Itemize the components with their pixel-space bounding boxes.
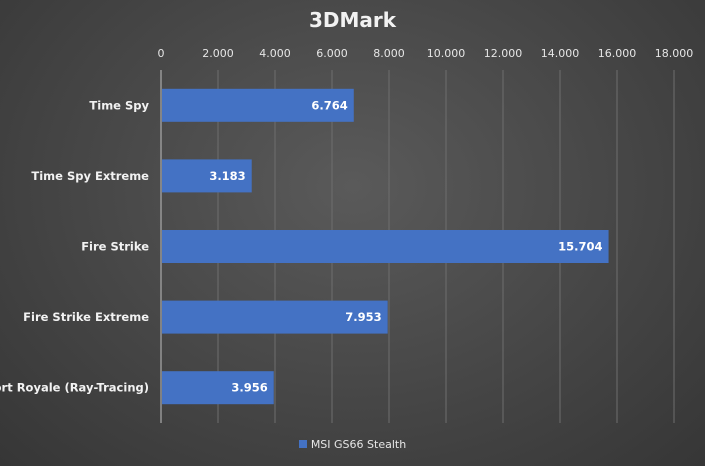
category-label: Time Spy Extreme [31, 169, 149, 183]
data-label: 15.704 [558, 240, 602, 254]
legend-label: MSI GS66 Stealth [310, 438, 407, 451]
legend: MSI GS66 Stealth [0, 438, 705, 451]
legend-swatch [298, 440, 307, 448]
chart-title: 3DMark [308, 8, 397, 32]
x-tick-label: 0 [158, 47, 165, 60]
data-label: 3.956 [231, 381, 267, 395]
x-tick-label: 18.000 [655, 47, 694, 60]
bar [162, 88, 354, 122]
x-tick-label: 4.000 [259, 47, 291, 60]
data-label: 3.183 [209, 169, 245, 183]
category-label: Port Royale (Ray-Tracing) [0, 381, 149, 395]
bar [162, 300, 388, 334]
bar [162, 371, 274, 405]
category-label: Fire Strike Extreme [23, 310, 149, 324]
x-tick-label: 14.000 [541, 47, 580, 60]
x-tick-label: 10.000 [427, 47, 466, 60]
x-tick-label: 6.000 [316, 47, 348, 60]
x-tick-label: 2.000 [202, 47, 234, 60]
x-tick-label: 12.000 [484, 47, 523, 60]
data-label: 7.953 [345, 310, 381, 324]
category-label: Fire Strike [81, 240, 149, 254]
x-tick-label: 8.000 [373, 47, 405, 60]
category-label: Time Spy [89, 98, 149, 112]
bar [162, 230, 609, 263]
x-tick-label: 16.000 [598, 47, 637, 60]
bar [162, 159, 252, 193]
data-label: 6.764 [311, 98, 347, 112]
